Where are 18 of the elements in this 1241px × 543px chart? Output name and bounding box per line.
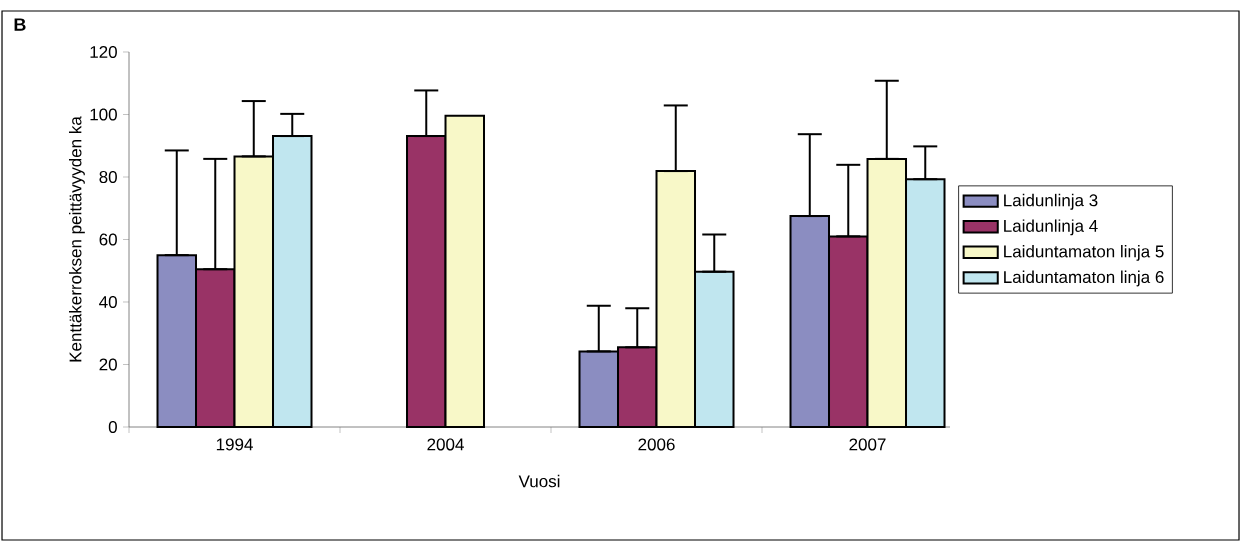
x-tick-label: 2007 (849, 438, 886, 451)
x-axis-title: Vuosi (518, 474, 560, 488)
y-tick-label: 40 (99, 296, 117, 309)
legend-label: Laiduntamaton linja 5 (1004, 244, 1164, 261)
legend-label: Laidunlinja 4 (1004, 219, 1098, 236)
y-tick-label: 100 (90, 108, 117, 121)
y-tick-label: 120 (90, 46, 117, 59)
legend-label: Laidunlinja 3 (1004, 193, 1098, 210)
y-tick-label: 80 (99, 171, 117, 184)
y-axis-title: Kenttäkerroksen peittävyyden ka (69, 116, 85, 362)
y-tick-label: 20 (99, 358, 117, 371)
y-tick-label: 60 (99, 233, 117, 246)
x-tick-label: 1994 (216, 438, 253, 451)
legend-label: Laiduntamaton linja 6 (1004, 270, 1164, 287)
x-tick-label: 2006 (638, 438, 675, 451)
y-tick-label: 0 (108, 421, 117, 434)
text: B (14, 18, 26, 31)
x-tick-label: 2004 (427, 438, 464, 451)
